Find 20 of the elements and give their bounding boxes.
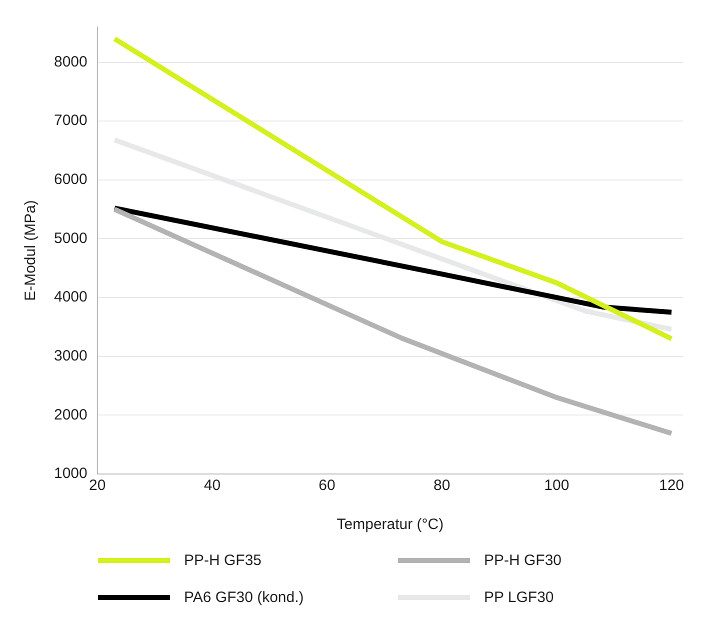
x-tick-label: 20 xyxy=(89,477,106,494)
legend-label: PP-H GF30 xyxy=(484,552,562,569)
legend-label: PA6 GF30 (kond.) xyxy=(184,589,304,606)
y-tick-label: 5000 xyxy=(54,230,88,247)
x-axis-title: Temperatur (°C) xyxy=(336,516,444,534)
x-tick-label: 100 xyxy=(544,477,570,494)
y-tick-label: 4000 xyxy=(54,288,88,306)
y-tick-label: 2000 xyxy=(54,406,88,424)
y-tick-label: 8000 xyxy=(54,53,88,70)
x-tick-label: 120 xyxy=(659,477,684,494)
legend-label: PP-H GF35 xyxy=(184,552,262,569)
y-tick-label: 6000 xyxy=(54,171,88,188)
x-tick-label: 40 xyxy=(204,477,221,494)
y-axis-title: E-Modul (MPa) xyxy=(22,200,40,301)
x-tick-label: 80 xyxy=(434,477,450,494)
y-tick-label: 7000 xyxy=(54,112,88,130)
y-tick-label: 1000 xyxy=(54,465,88,482)
legend-label: PP LGF30 xyxy=(484,589,554,606)
x-tick-label: 60 xyxy=(318,477,336,494)
y-tick-label: 3000 xyxy=(54,348,88,365)
